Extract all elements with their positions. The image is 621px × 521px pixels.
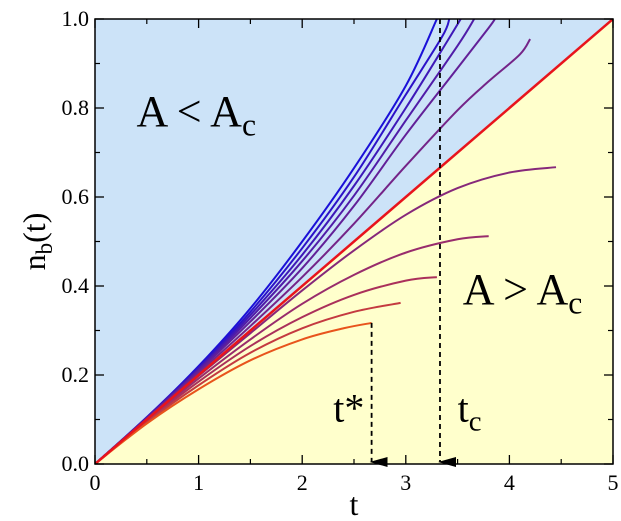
axes-layer	[94, 18, 614, 465]
x-tick-label: 1	[193, 470, 204, 495]
series-line-6	[95, 38, 531, 464]
y-axis-title-main: n	[16, 254, 52, 270]
y-tick-label: 0.6	[62, 184, 90, 209]
x-tick-label: 4	[504, 470, 515, 495]
region-label-below-main: A > A	[463, 265, 569, 314]
y-tick-label: 0.4	[62, 273, 90, 298]
t-star-label: t*	[333, 386, 364, 431]
series-line-10	[95, 301, 401, 464]
region-label-above: A < Ac	[136, 87, 256, 143]
y-tick-label: 0.2	[62, 362, 90, 387]
region-label-below: A > Ac	[463, 265, 583, 321]
y-tick-label: 0.0	[62, 451, 90, 476]
region-label-above-sub: c	[242, 107, 256, 142]
region-label-above-main: A < A	[136, 87, 242, 136]
y-axis-title: nb(t)	[16, 213, 57, 271]
series-line-11	[95, 321, 372, 464]
t-c-label-sub: c	[469, 405, 482, 437]
x-tick-label: 0	[90, 470, 101, 495]
x-tick-label: 2	[297, 470, 308, 495]
x-axis-title: t	[350, 486, 359, 521]
x-tick-label: 3	[400, 470, 411, 495]
series-layer	[95, 19, 613, 464]
critical-line	[95, 19, 613, 464]
t-c-label: tc	[458, 386, 482, 438]
y-axis-title-sub: b	[31, 243, 57, 255]
t-c-label-main: t	[458, 386, 469, 431]
y-tick-label: 0.8	[62, 95, 90, 120]
y-tick-label: 1.0	[62, 6, 90, 31]
annotations-layer	[369, 19, 456, 467]
region-label-below-sub: c	[568, 285, 582, 320]
x-tick-label: 5	[608, 470, 619, 495]
y-axis-title-suffix: (t)	[16, 213, 52, 243]
t-star-label-main: t*	[333, 386, 364, 431]
